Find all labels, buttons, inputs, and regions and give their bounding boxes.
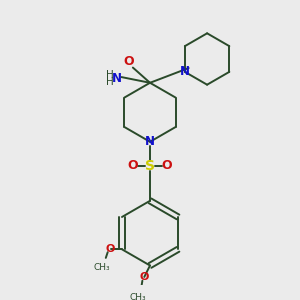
Text: CH₃: CH₃	[129, 293, 146, 300]
Text: O: O	[128, 159, 138, 172]
Text: N: N	[145, 135, 155, 148]
Text: N: N	[180, 65, 190, 78]
Text: O: O	[124, 56, 134, 68]
Text: O: O	[162, 159, 172, 172]
Text: CH₃: CH₃	[94, 263, 110, 272]
Text: O: O	[106, 244, 115, 254]
Text: S: S	[145, 159, 155, 172]
Text: N: N	[112, 71, 122, 85]
Text: H: H	[106, 77, 114, 87]
Text: H: H	[106, 70, 114, 80]
Text: O: O	[140, 272, 149, 282]
